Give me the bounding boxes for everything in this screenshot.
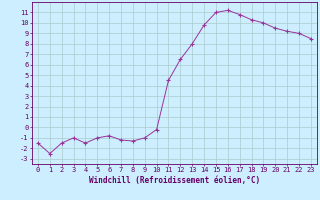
X-axis label: Windchill (Refroidissement éolien,°C): Windchill (Refroidissement éolien,°C) bbox=[89, 176, 260, 185]
